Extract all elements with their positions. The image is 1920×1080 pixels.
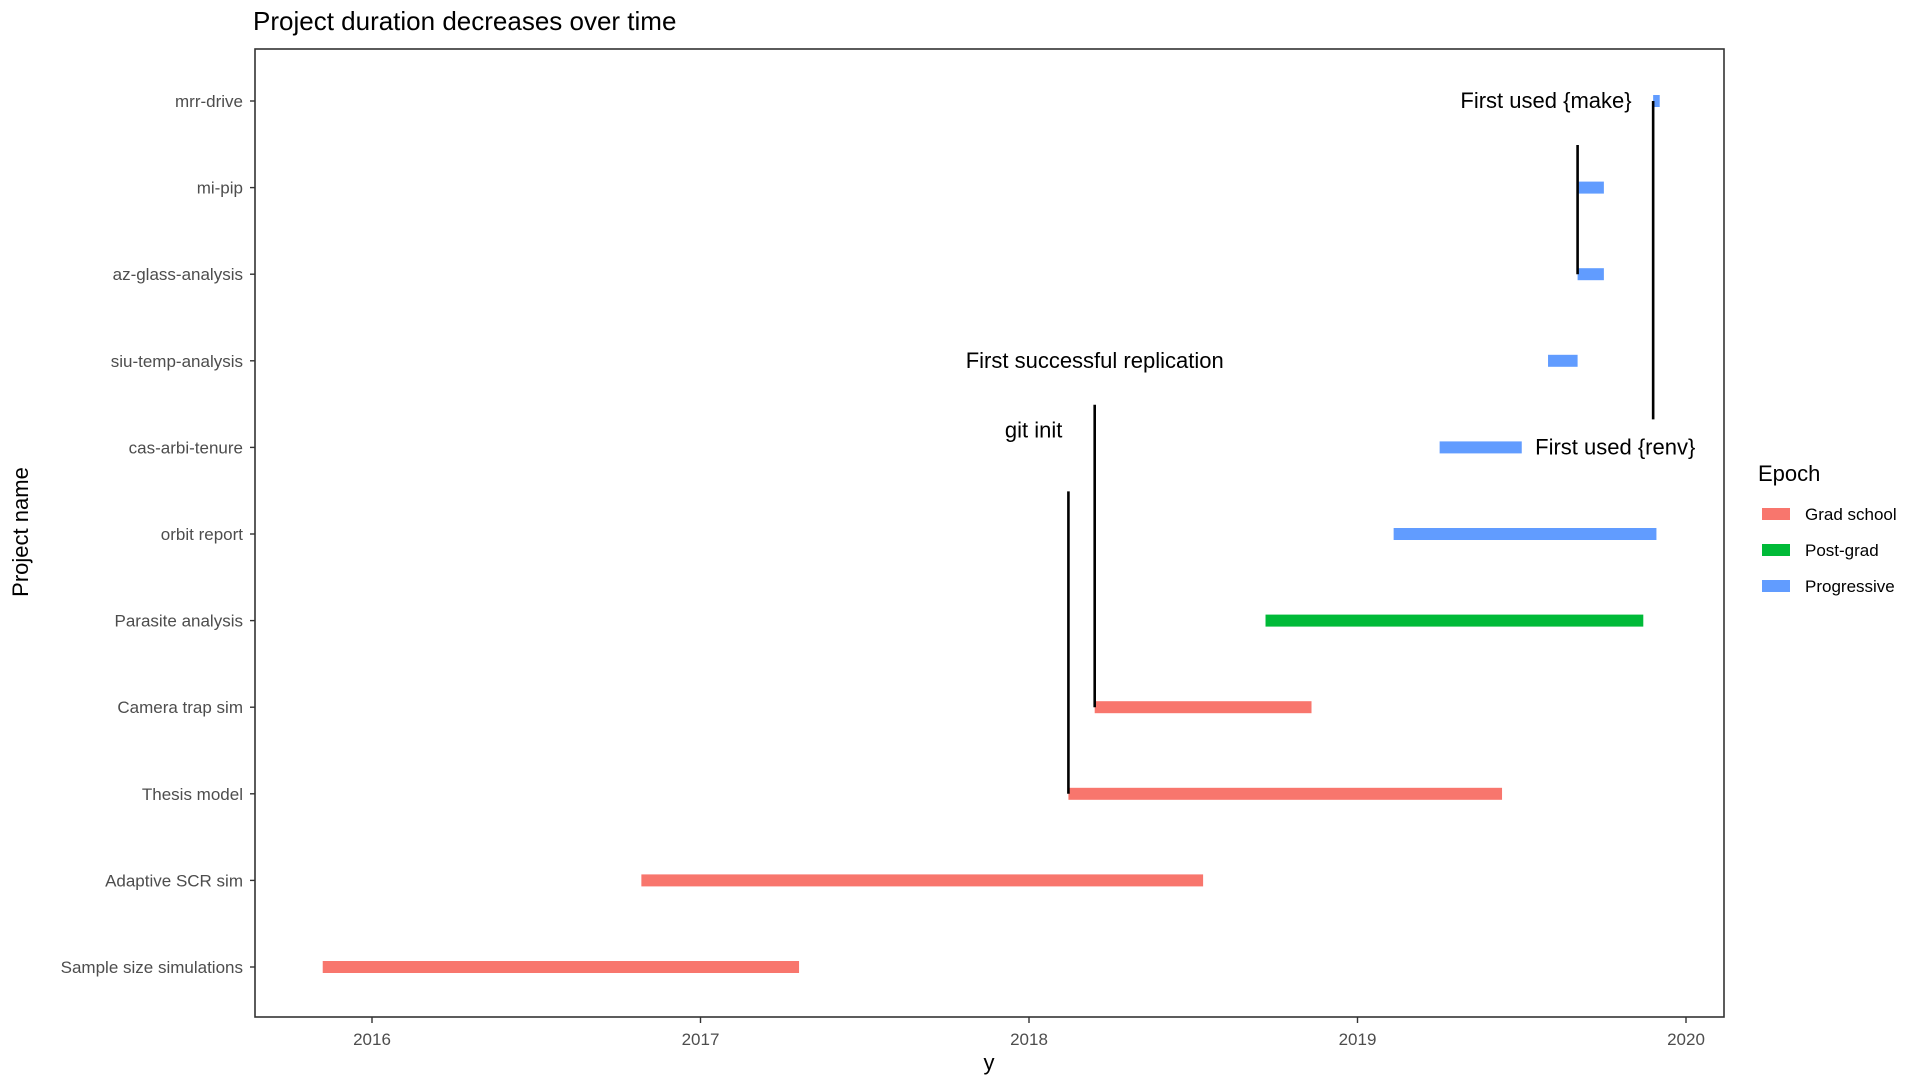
chart-title: Project duration decreases over time	[253, 6, 676, 36]
x-tick-label: 2017	[682, 1030, 720, 1049]
y-tick-label: mi-pip	[197, 179, 243, 198]
legend-label-grad-school: Grad school	[1805, 505, 1897, 524]
project-bars	[322, 95, 1660, 973]
y-tick-label: Adaptive SCR sim	[105, 871, 243, 890]
y-tick-label: az-glass-analysis	[113, 265, 243, 284]
x-axis: 2016 2017 2018 2019 2020	[353, 1017, 1705, 1049]
x-tick-label: 2018	[1010, 1030, 1048, 1049]
y-tick-label: Sample size simulations	[61, 958, 243, 977]
x-axis-title: y	[984, 1050, 995, 1075]
y-axis: Sample size simulations Adaptive SCR sim T…	[61, 92, 255, 977]
bar-adaptive-scr-sim	[641, 874, 1204, 887]
y-axis-title: Project name	[8, 467, 33, 597]
legend-label-post-grad: Post-grad	[1805, 541, 1879, 560]
y-tick-label: orbit report	[161, 525, 243, 544]
annotation-label: git init	[1005, 417, 1062, 442]
annotation-label: First used {renv}	[1535, 434, 1695, 459]
legend-swatch-grad-school	[1762, 508, 1790, 520]
bar-sample-size-simulations	[322, 961, 800, 973]
annotations: git init First successful replication Firs…	[966, 88, 1695, 794]
legend-swatch-progressive	[1762, 580, 1790, 592]
bar-parasite-analysis	[1265, 614, 1644, 627]
y-tick-label: cas-arbi-tenure	[129, 438, 243, 457]
bar-mrr-drive	[1653, 95, 1660, 107]
x-tick-label: 2019	[1339, 1030, 1377, 1049]
bar-cas-arbi-tenure	[1439, 441, 1522, 454]
annotation-label: First successful replication	[966, 348, 1224, 373]
legend-title: Epoch	[1758, 461, 1820, 486]
legend-swatch-post-grad	[1762, 544, 1790, 556]
bar-siu-temp-analysis	[1548, 354, 1578, 367]
legend-label-progressive: Progressive	[1805, 577, 1895, 596]
x-tick-label: 2020	[1667, 1030, 1705, 1049]
y-tick-label: mrr-drive	[175, 92, 243, 111]
bar-mi-pip	[1577, 181, 1604, 194]
y-tick-label: siu-temp-analysis	[111, 352, 243, 371]
y-tick-label: Thesis model	[142, 785, 243, 804]
plot-panel-border	[254, 48, 1725, 1018]
bar-az-glass-analysis	[1577, 268, 1604, 281]
y-tick-label: Parasite analysis	[114, 612, 243, 631]
annotation-label: First used {make}	[1460, 88, 1631, 113]
y-tick-label: Camera trap sim	[117, 698, 243, 717]
bar-camera-trap-sim	[1094, 701, 1312, 714]
legend: Epoch Grad school Post-grad Progressive	[1758, 461, 1897, 596]
x-tick-label: 2016	[353, 1030, 391, 1049]
bar-orbit-report	[1393, 528, 1657, 540]
bar-thesis-model	[1068, 787, 1503, 800]
